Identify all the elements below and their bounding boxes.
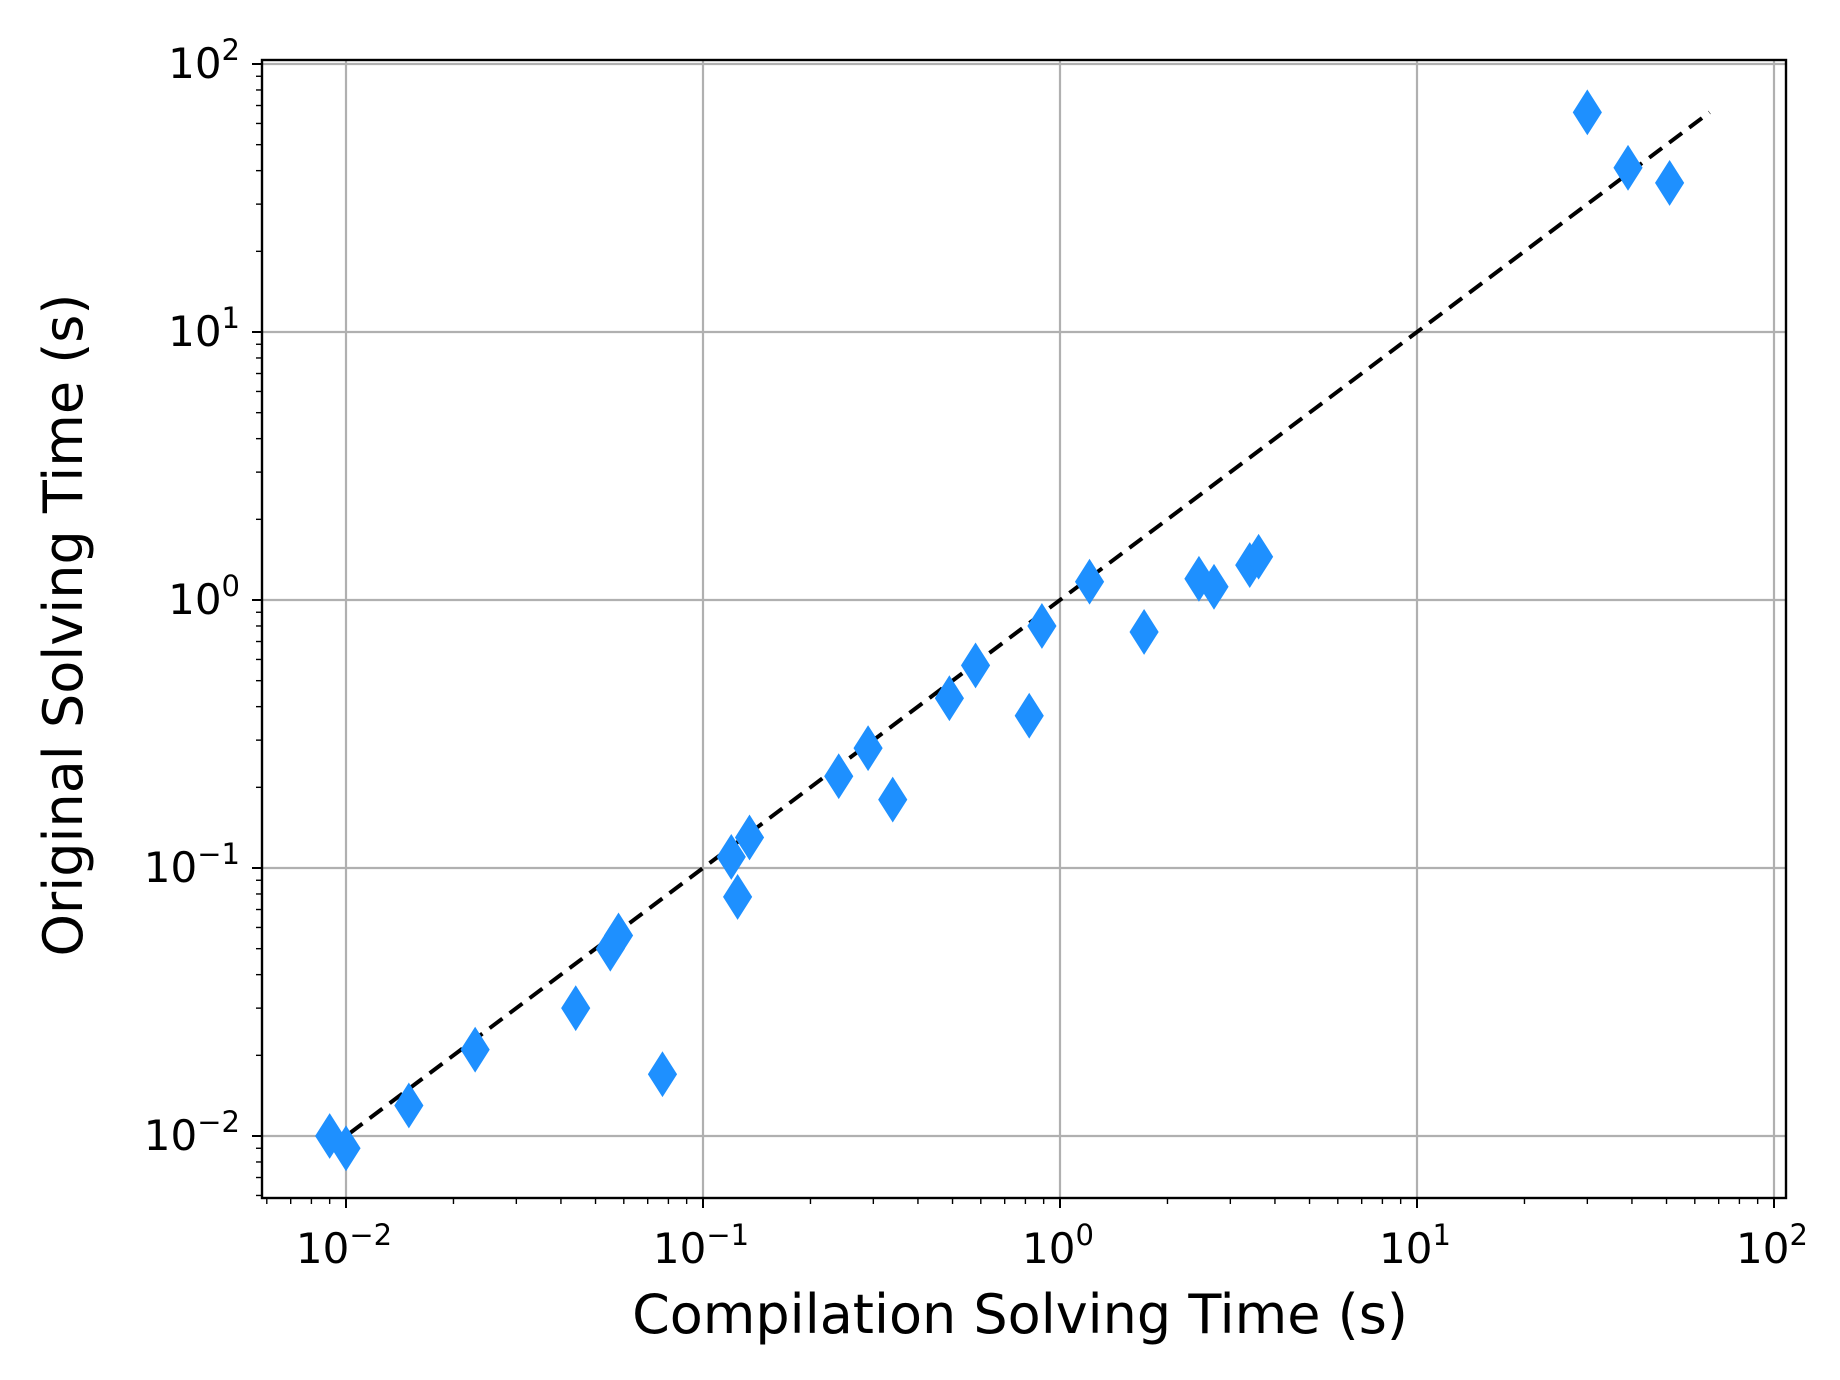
data-point-diamond [561, 985, 591, 1032]
data-point-diamond [934, 675, 964, 722]
data-point-diamond [394, 1082, 424, 1129]
data-points [315, 89, 1685, 1172]
data-point-diamond [603, 912, 634, 959]
data-point-diamond [1129, 609, 1159, 655]
data-point-diamond [1074, 558, 1105, 605]
data-point-diamond [1613, 144, 1643, 191]
major-ticks [252, 63, 1775, 1208]
data-point-diamond [1199, 563, 1229, 610]
data-point-diamond [723, 873, 753, 920]
x-tick-label: 100 [1022, 1218, 1094, 1273]
data-point-diamond [1572, 89, 1602, 136]
x-axis-title: Compilation Solving Time (s) [632, 1283, 1408, 1346]
y-tick-label: 10−1 [144, 837, 240, 892]
data-point-diamond [1027, 603, 1057, 649]
y-tick-label: 101 [168, 301, 240, 356]
data-point-diamond [960, 642, 991, 689]
data-point-diamond [824, 753, 854, 800]
y-tick-label: 10−2 [144, 1105, 240, 1160]
x-tick-labels: 10−2 10−1 100 101 102 [296, 1218, 1808, 1273]
data-point-diamond [716, 833, 746, 880]
x-tick-label: 10−1 [653, 1218, 749, 1273]
data-point-diamond [1014, 692, 1044, 739]
data-point-diamond [331, 1125, 361, 1172]
data-point-diamond [647, 1051, 678, 1098]
y-tick-labels: 10−2 10−1 100 101 102 [144, 33, 240, 1160]
x-tick-label: 10−2 [296, 1218, 392, 1273]
data-point-diamond [853, 725, 883, 772]
data-point-diamond [878, 776, 908, 823]
plot-frame [260, 58, 1788, 1200]
grid [262, 60, 1786, 1198]
y-tick-label: 100 [168, 569, 240, 624]
x-tick-label: 102 [1736, 1218, 1808, 1273]
y-axis-title: Original Solving Time (s) [32, 293, 95, 956]
y-tick-label: 102 [168, 33, 240, 88]
data-point-diamond [1244, 533, 1274, 580]
reference-line-group [328, 110, 1711, 1150]
reference-line [328, 110, 1711, 1150]
x-tick-label: 101 [1379, 1218, 1451, 1273]
data-point-diamond [1655, 159, 1685, 206]
data-point-diamond [734, 814, 765, 861]
data-point-diamond [460, 1026, 490, 1073]
